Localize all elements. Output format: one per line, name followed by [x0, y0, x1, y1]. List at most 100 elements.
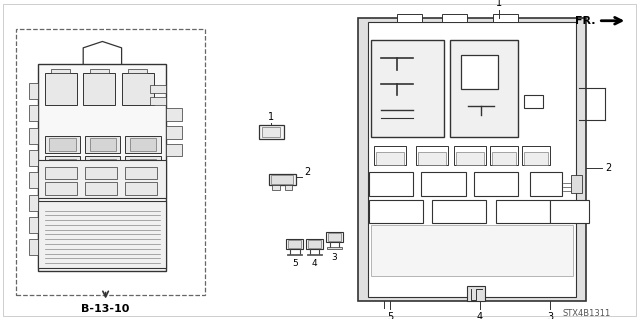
Bar	[166, 144, 182, 156]
Bar	[369, 200, 423, 223]
Bar	[85, 182, 117, 195]
FancyBboxPatch shape	[391, 251, 412, 263]
Text: STX4B1311: STX4B1311	[563, 309, 611, 318]
Bar	[45, 167, 77, 179]
Bar	[125, 182, 157, 195]
Bar	[90, 159, 116, 172]
Text: 4: 4	[477, 312, 483, 319]
Bar	[368, 22, 576, 297]
Bar	[496, 200, 550, 223]
Bar	[271, 175, 293, 184]
FancyBboxPatch shape	[532, 251, 553, 263]
Bar	[571, 175, 582, 193]
Bar	[259, 125, 284, 139]
Bar	[90, 138, 116, 151]
FancyBboxPatch shape	[391, 226, 412, 238]
FancyBboxPatch shape	[411, 226, 432, 238]
Bar	[524, 152, 548, 165]
Bar	[29, 128, 38, 144]
Bar	[262, 127, 280, 137]
Text: 2: 2	[304, 167, 310, 177]
Bar	[369, 172, 413, 196]
Bar	[490, 146, 518, 166]
Bar	[287, 254, 302, 255]
Bar	[85, 156, 120, 174]
Bar	[45, 156, 80, 174]
Bar	[416, 146, 448, 166]
Circle shape	[95, 42, 110, 50]
FancyBboxPatch shape	[552, 263, 573, 276]
FancyBboxPatch shape	[492, 251, 513, 263]
Bar	[454, 146, 486, 166]
Circle shape	[436, 127, 452, 134]
FancyBboxPatch shape	[552, 226, 573, 238]
Bar	[421, 172, 466, 196]
Bar	[130, 159, 156, 172]
Bar	[45, 136, 80, 153]
Text: 1: 1	[496, 0, 502, 8]
Bar	[45, 182, 77, 195]
FancyBboxPatch shape	[512, 251, 533, 263]
Bar	[85, 167, 117, 179]
Bar	[125, 136, 161, 153]
FancyBboxPatch shape	[411, 238, 432, 250]
Bar	[85, 136, 120, 153]
Bar	[326, 232, 343, 242]
FancyBboxPatch shape	[451, 263, 472, 276]
FancyBboxPatch shape	[552, 251, 573, 263]
Bar	[397, 14, 422, 22]
FancyBboxPatch shape	[391, 238, 412, 250]
Bar	[29, 217, 38, 233]
FancyBboxPatch shape	[532, 263, 553, 276]
Circle shape	[584, 98, 607, 109]
Bar	[49, 159, 76, 172]
FancyBboxPatch shape	[391, 263, 412, 276]
FancyBboxPatch shape	[492, 263, 513, 276]
Bar	[442, 14, 467, 22]
Bar	[150, 97, 166, 105]
FancyBboxPatch shape	[512, 263, 533, 276]
Bar	[83, 73, 115, 105]
Bar	[38, 201, 166, 268]
FancyBboxPatch shape	[492, 238, 513, 250]
Text: FR.: FR.	[575, 16, 595, 26]
FancyBboxPatch shape	[492, 226, 513, 238]
FancyBboxPatch shape	[411, 263, 432, 276]
Bar	[49, 138, 76, 151]
FancyBboxPatch shape	[431, 226, 452, 238]
Bar	[51, 69, 70, 73]
FancyBboxPatch shape	[512, 226, 533, 238]
Bar	[29, 172, 38, 188]
Bar	[29, 239, 38, 255]
Bar	[307, 254, 322, 255]
Circle shape	[264, 131, 271, 135]
FancyBboxPatch shape	[552, 238, 573, 250]
Text: 3: 3	[547, 312, 554, 319]
FancyBboxPatch shape	[472, 251, 493, 263]
Bar	[530, 172, 562, 196]
Text: 5: 5	[292, 259, 298, 268]
Bar	[29, 195, 38, 211]
Bar	[432, 200, 486, 223]
FancyBboxPatch shape	[411, 251, 432, 263]
Bar	[524, 95, 543, 108]
FancyBboxPatch shape	[431, 238, 452, 250]
Bar	[269, 174, 296, 185]
Bar	[492, 152, 516, 165]
Bar	[38, 64, 166, 271]
Bar	[327, 247, 342, 249]
Bar	[29, 105, 38, 121]
Bar	[130, 138, 156, 151]
Bar	[38, 160, 166, 198]
FancyBboxPatch shape	[472, 263, 493, 276]
Text: 2: 2	[605, 163, 611, 173]
Bar	[29, 150, 38, 166]
FancyBboxPatch shape	[451, 251, 472, 263]
Bar	[306, 239, 323, 249]
FancyBboxPatch shape	[431, 263, 452, 276]
FancyBboxPatch shape	[472, 226, 493, 238]
Bar	[451, 40, 518, 137]
Bar	[45, 73, 77, 105]
FancyBboxPatch shape	[371, 238, 392, 250]
Circle shape	[430, 123, 458, 137]
